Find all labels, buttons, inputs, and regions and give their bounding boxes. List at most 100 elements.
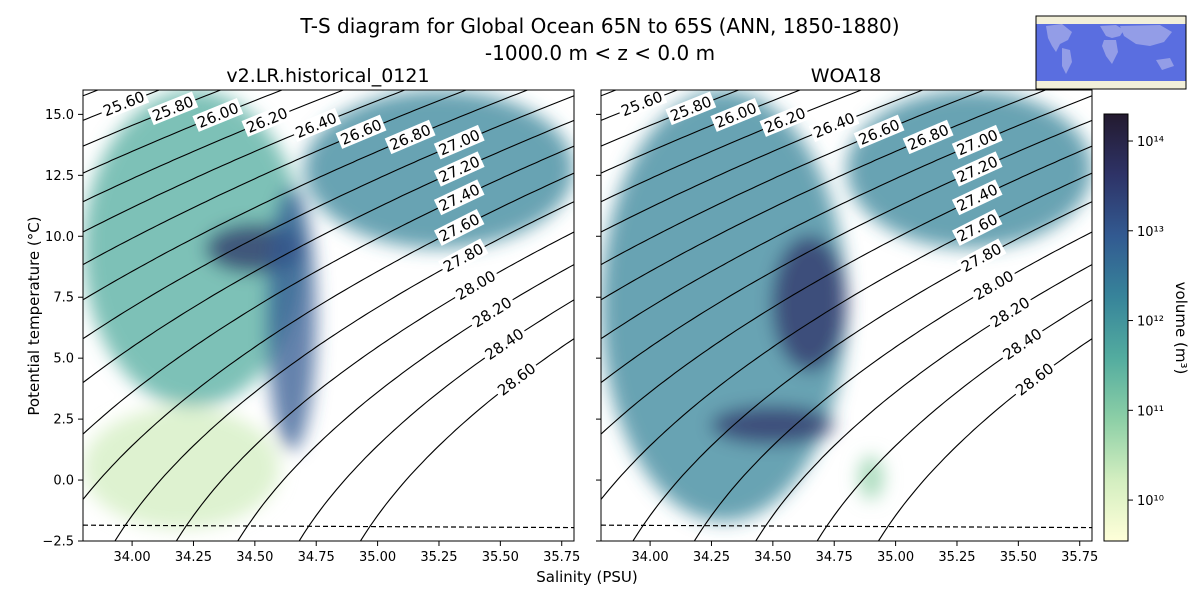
contour-label-bg: [968, 265, 1019, 305]
isopycnal-line: [83, 90, 468, 266]
contour-label-bg: [433, 179, 485, 216]
density-cluster: [267, 187, 317, 451]
contour-label-bg: [479, 323, 529, 365]
isopycnal-line: [114, 201, 574, 541]
contour-label-bg: [492, 357, 541, 401]
contour-label: 28.60: [1012, 359, 1057, 399]
contour-label-bg: [710, 98, 762, 132]
freezing-line-model: [83, 524, 574, 529]
contour-label-bg: [335, 114, 387, 149]
isopycnal-line: [601, 90, 986, 266]
contour-label-bg: [956, 238, 1007, 277]
panel-title-obs: WOA18: [811, 65, 882, 87]
isopycnal-line: [175, 231, 574, 541]
x-tick-label: 34.25: [175, 550, 212, 565]
x-tick-label: 35.50: [482, 550, 519, 565]
x-tick-label: 35.75: [1061, 550, 1098, 565]
panel-title-model: v2.LR.historical_0121: [226, 65, 429, 87]
region-inset-map: [1035, 15, 1187, 90]
contour-label: 28.60: [494, 359, 539, 399]
x-tick-label: 35.25: [420, 550, 457, 565]
y-tick-label: −2.5: [42, 535, 74, 550]
contour-label-bg: [433, 124, 485, 160]
contour-label-bg: [147, 91, 199, 126]
isopycnal-line: [601, 90, 741, 147]
colorbar-gradient: [1103, 113, 1129, 542]
isopycnal-line: [83, 95, 574, 340]
density-cluster: [83, 90, 304, 407]
y-ticks-obs: [596, 113, 601, 542]
contour-label: 28.40: [482, 325, 528, 364]
y-axis-label: Potential temperature (°C): [25, 216, 43, 415]
contour-label: 28.20: [469, 293, 515, 331]
freezing-line-obs: [601, 524, 1092, 529]
axes-frame-obs: [600, 89, 1093, 542]
density-cluster: [858, 455, 884, 500]
x-tick-label: 34.50: [236, 550, 273, 565]
y-ticks-model: −2.5 0.0 2.5 5.0 7.5 10.0 12.5 15.0: [42, 108, 83, 550]
x-tick-label: 34.00: [113, 550, 150, 565]
y-tick-label: 2.5: [53, 413, 74, 428]
density-cluster: [772, 236, 847, 371]
contour-label-bg: [241, 102, 293, 137]
contour-label-bg: [467, 292, 517, 332]
figure-subtitle: -1000.0 m < z < 0.0 m: [485, 41, 715, 65]
isopycnal-line: [693, 231, 1092, 541]
contour-label-bg: [665, 91, 717, 126]
x-axis-label: Salinity (PSU): [536, 568, 638, 586]
isopycnal-line: [83, 90, 529, 301]
density-cluster: [83, 406, 280, 529]
x-tick-label: 34.75: [298, 550, 335, 565]
colorbar-tick-label: 10¹⁴: [1137, 135, 1164, 150]
x-tick-label: 34.25: [693, 550, 730, 565]
contour-label: 28.00: [453, 267, 499, 304]
x-tick-label: 34.50: [754, 550, 791, 565]
contour-label-bg: [384, 119, 436, 155]
isopycnal-line: [83, 145, 574, 435]
colorbar-tick-label: 10¹¹: [1137, 404, 1164, 419]
contour-label-bg: [290, 107, 342, 143]
contour-label-bg: [951, 124, 1003, 160]
x-tick-label: 35.75: [543, 550, 580, 565]
y-tick-label: 5.0: [53, 352, 74, 367]
contour-label-bg: [808, 107, 860, 143]
contour-label-bg: [438, 238, 489, 277]
contour-label-bg: [951, 208, 1003, 246]
contour-label-bg: [192, 98, 244, 132]
isopycnal-line: [601, 90, 863, 203]
isopycnal-line: [83, 18, 234, 73]
isopycnal-line: [83, 172, 574, 500]
inset-map-continents: [1046, 24, 1174, 74]
y-tick-label: 0.0: [53, 474, 74, 489]
x-tick-label: 35.25: [938, 550, 975, 565]
isopycnal-line: [83, 90, 223, 147]
x-ticks-obs: 34.00 34.25 34.50 34.75 35.00 35.25 35.50 35.75: [631, 541, 1098, 565]
x-tick-label: 34.00: [631, 550, 668, 565]
x-tick-label: 35.00: [877, 550, 914, 565]
contour-label-bg: [450, 265, 501, 305]
contour-label: 28.20: [987, 293, 1033, 331]
contour-label: 28.00: [971, 267, 1017, 304]
isopycnal-line: [601, 95, 1092, 340]
colorbar-tick-label: 10¹²: [1137, 315, 1164, 330]
contour-label-bg: [616, 90, 668, 121]
isopycnal-line: [83, 90, 345, 203]
contour-label-bg: [98, 90, 150, 121]
y-tick-label: 10.0: [45, 230, 74, 245]
y-tick-label: 15.0: [45, 108, 74, 123]
x-ticks-model: 34.00 34.25 34.50 34.75 35.00 35.25 35.50 35.75: [113, 541, 580, 565]
contour-label-bg: [951, 151, 1003, 187]
contour-label-bg: [902, 119, 954, 155]
colorbar-label: volume (m³): [1172, 282, 1190, 375]
isopycnal-line: [83, 119, 574, 384]
contour-label-bg: [759, 102, 811, 137]
contour-label: 26.40: [811, 109, 858, 142]
contour-label: 25.60: [619, 88, 666, 121]
inset-map-frame: [1035, 15, 1187, 90]
contour-label-bg: [997, 323, 1047, 365]
figure-title: T-S diagram for Global Ocean 65N to 65S …: [299, 14, 899, 38]
x-tick-label: 35.00: [359, 550, 396, 565]
